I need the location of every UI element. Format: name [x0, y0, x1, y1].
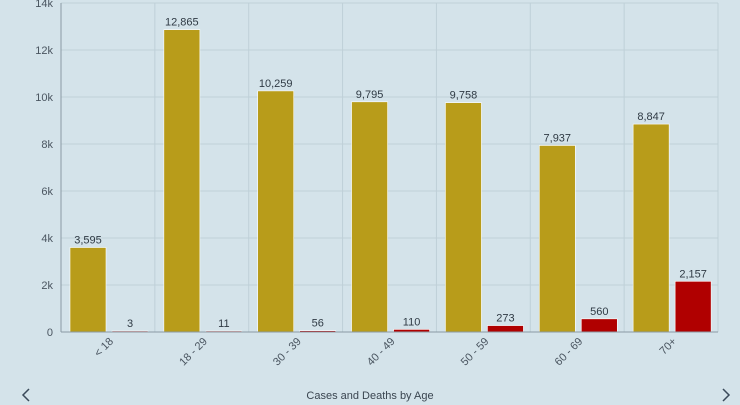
x-tick-label: 18 - 29 [177, 336, 210, 369]
data-label: 9,795 [356, 89, 384, 101]
chart-footer: Cases and Deaths by Age [0, 386, 740, 402]
bar[interactable] [69, 247, 107, 333]
x-tick-label: 30 - 39 [271, 336, 304, 369]
data-label: 3,595 [74, 235, 102, 247]
bar[interactable] [257, 90, 295, 333]
data-label: 2,157 [679, 268, 707, 280]
bar[interactable] [538, 145, 576, 333]
y-tick-label: 10k [35, 92, 53, 104]
data-label: 7,937 [544, 132, 572, 144]
chart-title: Cases and Deaths by Age [306, 390, 434, 402]
bars: 3,595 3 12,865 11 10,259 56 9,795 110 9,758 273 7,… [69, 17, 712, 333]
data-label: 10,259 [259, 78, 293, 90]
x-tick-label: 60 - 69 [553, 336, 586, 369]
y-tick-label: 4k [41, 233, 53, 245]
y-tick-label: 12k [35, 45, 53, 57]
x-tick-label: 70+ [658, 336, 680, 358]
y-tick-label: 14k [35, 0, 53, 10]
bar[interactable] [632, 123, 670, 333]
bar[interactable] [445, 102, 482, 333]
y-axis: 0 2k 4k 6k 8k 10k 12k 14k [35, 0, 62, 339]
gridlines [60, 2, 719, 333]
x-axis: < 18 18 - 29 30 - 39 40 - 49 50 - 59 60 - 69 7… [61, 331, 718, 369]
y-tick-label: 2k [41, 280, 53, 292]
bar[interactable] [580, 318, 618, 333]
chevron-left-icon[interactable] [20, 388, 34, 402]
data-label: 9,758 [450, 90, 478, 102]
bar[interactable] [674, 281, 712, 333]
data-label: 273 [496, 313, 514, 325]
bar[interactable] [351, 101, 388, 333]
y-tick-label: 8k [41, 139, 53, 151]
data-label: 8,847 [637, 111, 665, 123]
data-label: 3 [127, 318, 133, 330]
y-tick-label: 6k [41, 186, 53, 198]
x-tick-label: 40 - 49 [365, 336, 398, 369]
x-tick-label: < 18 [92, 336, 116, 360]
data-label: 11 [218, 318, 229, 330]
data-label: 560 [590, 306, 608, 318]
bar[interactable] [487, 325, 524, 333]
chevron-right-icon[interactable] [718, 388, 732, 402]
y-tick-label: 0 [47, 327, 53, 339]
bar[interactable] [163, 29, 201, 333]
data-label: 110 [403, 316, 421, 328]
data-label: 56 [312, 318, 324, 330]
x-tick-label: 50 - 59 [459, 336, 492, 369]
data-label: 12,865 [165, 17, 199, 29]
